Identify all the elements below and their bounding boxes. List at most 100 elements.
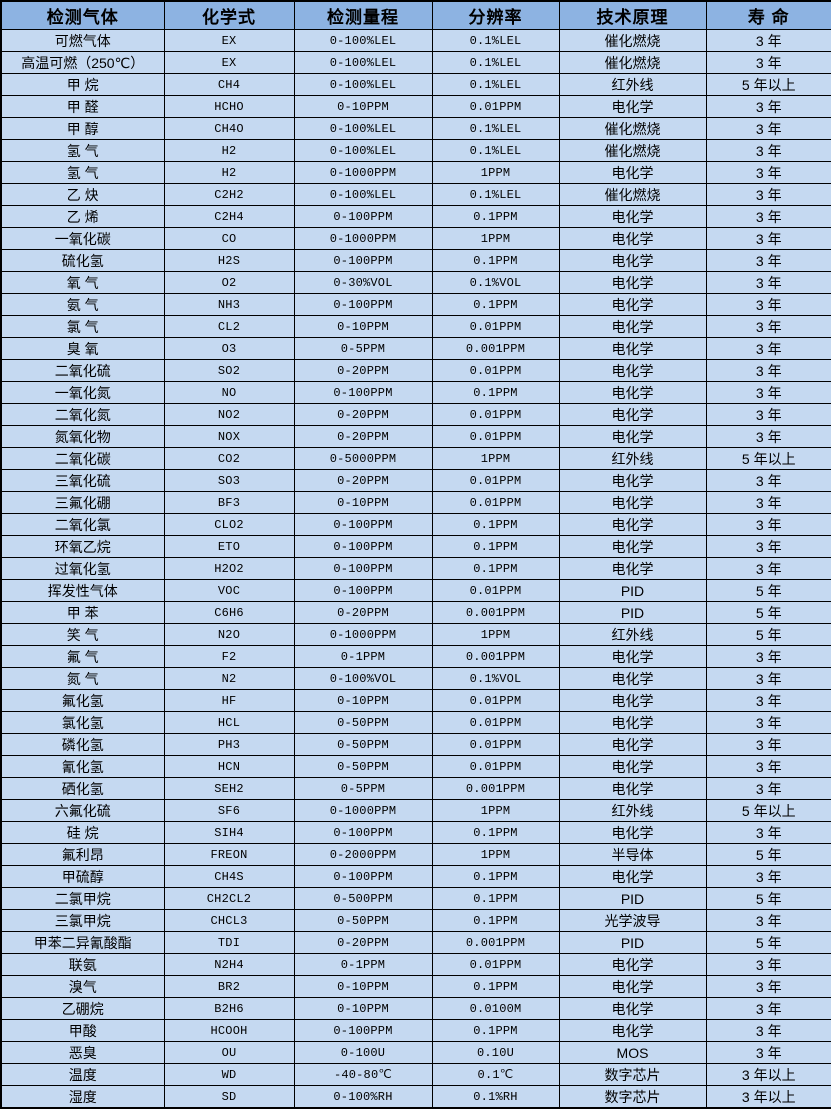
cell-formula: SEH2 bbox=[163, 777, 295, 800]
cell-formula: CH4 bbox=[163, 73, 295, 96]
table-row: 氮氧化物 NOX 0-20PPM 0.01PPM 电化学 3 年 bbox=[0, 425, 831, 448]
cell-resolution: 0.1%LEL bbox=[431, 51, 560, 74]
cell-technology: 红外线 bbox=[558, 623, 707, 646]
cell-gas: 氮 气 bbox=[0, 667, 165, 690]
cell-formula: H2 bbox=[163, 139, 295, 162]
table-row: 乙 炔 C2H2 0-100%LEL 0.1%LEL 催化燃烧 3 年 bbox=[0, 183, 831, 206]
cell-gas: 氟利昂 bbox=[0, 843, 165, 866]
cell-formula: TDI bbox=[163, 931, 295, 954]
table-row: 乙 烯 C2H4 0-100PPM 0.1PPM 电化学 3 年 bbox=[0, 205, 831, 228]
cell-technology: 电化学 bbox=[558, 1019, 707, 1042]
cell-gas: 甲 醇 bbox=[0, 117, 165, 140]
table-row: 氯化氢 HCL 0-50PPM 0.01PPM 电化学 3 年 bbox=[0, 711, 831, 734]
cell-lifetime: 3 年 bbox=[705, 711, 831, 734]
cell-range: 0-50PPM bbox=[293, 755, 433, 778]
cell-gas: 甲苯二异氰酸酯 bbox=[0, 931, 165, 954]
cell-formula: O3 bbox=[163, 337, 295, 360]
table-row: 氢 气 H2 0-100%LEL 0.1%LEL 催化燃烧 3 年 bbox=[0, 139, 831, 162]
cell-lifetime: 5 年 bbox=[705, 887, 831, 910]
cell-lifetime: 3 年 bbox=[705, 403, 831, 426]
cell-formula: NOX bbox=[163, 425, 295, 448]
cell-range: 0-20PPM bbox=[293, 601, 433, 624]
cell-technology: 电化学 bbox=[558, 975, 707, 998]
cell-formula: VOC bbox=[163, 579, 295, 602]
cell-range: 0-100PPM bbox=[293, 865, 433, 888]
cell-gas: 二氧化硫 bbox=[0, 359, 165, 382]
table-row: 一氧化氮 NO 0-100PPM 0.1PPM 电化学 3 年 bbox=[0, 381, 831, 404]
cell-gas: 甲硫醇 bbox=[0, 865, 165, 888]
table-row: 环氧乙烷 ETO 0-100PPM 0.1PPM 电化学 3 年 bbox=[0, 535, 831, 558]
cell-lifetime: 3 年 bbox=[705, 359, 831, 382]
cell-resolution: 0.1PPM bbox=[431, 909, 560, 932]
cell-range: 0-10PPM bbox=[293, 689, 433, 712]
table-row: 三氧化硫 SO3 0-20PPM 0.01PPM 电化学 3 年 bbox=[0, 469, 831, 492]
cell-resolution: 0.1PPM bbox=[431, 535, 560, 558]
cell-resolution: 0.01PPM bbox=[431, 359, 560, 382]
cell-gas: 环氧乙烷 bbox=[0, 535, 165, 558]
table-body: 可燃气体 EX 0-100%LEL 0.1%LEL 催化燃烧 3 年高温可燃（250℃） E… bbox=[0, 29, 831, 1109]
table-row: 甲 醛 HCHO 0-10PPM 0.01PPM 电化学 3 年 bbox=[0, 95, 831, 118]
column-header-lifetime: 寿 命 bbox=[705, 0, 831, 30]
cell-range: 0-100PPM bbox=[293, 381, 433, 404]
cell-gas: 恶臭 bbox=[0, 1041, 165, 1064]
cell-resolution: 1PPM bbox=[431, 447, 560, 470]
table-row: 硫化氢 H2S 0-100PPM 0.1PPM 电化学 3 年 bbox=[0, 249, 831, 272]
cell-technology: 电化学 bbox=[558, 271, 707, 294]
cell-gas: 二氧化氯 bbox=[0, 513, 165, 536]
cell-range: 0-10PPM bbox=[293, 997, 433, 1020]
cell-technology: 电化学 bbox=[558, 755, 707, 778]
cell-lifetime: 3 年 bbox=[705, 865, 831, 888]
cell-lifetime: 5 年 bbox=[705, 623, 831, 646]
table-row: 联氨 N2H4 0-1PPM 0.01PPM 电化学 3 年 bbox=[0, 953, 831, 976]
table-row: 氢 气 H2 0-1000PPM 1PPM 电化学 3 年 bbox=[0, 161, 831, 184]
cell-gas: 一氧化碳 bbox=[0, 227, 165, 250]
cell-gas: 氟化氢 bbox=[0, 689, 165, 712]
cell-lifetime: 3 年 bbox=[705, 1041, 831, 1064]
cell-lifetime: 5 年以上 bbox=[705, 799, 831, 822]
cell-technology: 电化学 bbox=[558, 667, 707, 690]
cell-range: 0-100PPM bbox=[293, 205, 433, 228]
cell-technology: 电化学 bbox=[558, 557, 707, 580]
cell-resolution: 0.1PPM bbox=[431, 557, 560, 580]
cell-formula: SO2 bbox=[163, 359, 295, 382]
cell-range: 0-1000PPM bbox=[293, 227, 433, 250]
cell-lifetime: 3 年 bbox=[705, 975, 831, 998]
cell-technology: 红外线 bbox=[558, 799, 707, 822]
cell-resolution: 0.1PPM bbox=[431, 205, 560, 228]
cell-formula: CLO2 bbox=[163, 513, 295, 536]
cell-range: 0-500PPM bbox=[293, 887, 433, 910]
cell-gas: 氢 气 bbox=[0, 139, 165, 162]
cell-range: 0-20PPM bbox=[293, 359, 433, 382]
cell-lifetime: 3 年以上 bbox=[705, 1085, 831, 1109]
table-row: 氰化氢 HCN 0-50PPM 0.01PPM 电化学 3 年 bbox=[0, 755, 831, 778]
table-row: 氨 气 NH3 0-100PPM 0.1PPM 电化学 3 年 bbox=[0, 293, 831, 316]
table-row: 氯 气 CL2 0-10PPM 0.01PPM 电化学 3 年 bbox=[0, 315, 831, 338]
cell-resolution: 0.1PPM bbox=[431, 821, 560, 844]
cell-range: 0-50PPM bbox=[293, 711, 433, 734]
cell-gas: 甲酸 bbox=[0, 1019, 165, 1042]
cell-lifetime: 3 年 bbox=[705, 1019, 831, 1042]
cell-formula: C6H6 bbox=[163, 601, 295, 624]
cell-technology: PID bbox=[558, 931, 707, 954]
cell-gas: 乙硼烷 bbox=[0, 997, 165, 1020]
cell-resolution: 0.01PPM bbox=[431, 755, 560, 778]
cell-range: 0-20PPM bbox=[293, 403, 433, 426]
cell-resolution: 0.1%LEL bbox=[431, 29, 560, 52]
cell-lifetime: 3 年 bbox=[705, 425, 831, 448]
cell-technology: 电化学 bbox=[558, 403, 707, 426]
cell-formula: F2 bbox=[163, 645, 295, 668]
table-row: 过氧化氢 H2O2 0-100PPM 0.1PPM 电化学 3 年 bbox=[0, 557, 831, 580]
cell-technology: 电化学 bbox=[558, 535, 707, 558]
cell-lifetime: 3 年 bbox=[705, 513, 831, 536]
cell-technology: 电化学 bbox=[558, 337, 707, 360]
cell-technology: 电化学 bbox=[558, 205, 707, 228]
cell-resolution: 0.01PPM bbox=[431, 95, 560, 118]
cell-lifetime: 3 年 bbox=[705, 117, 831, 140]
table-row: 氟 气 F2 0-1PPM 0.001PPM 电化学 3 年 bbox=[0, 645, 831, 668]
cell-gas: 六氟化硫 bbox=[0, 799, 165, 822]
cell-technology: 电化学 bbox=[558, 997, 707, 1020]
cell-gas: 臭 氧 bbox=[0, 337, 165, 360]
cell-lifetime: 3 年 bbox=[705, 667, 831, 690]
cell-resolution: 0.1PPM bbox=[431, 381, 560, 404]
